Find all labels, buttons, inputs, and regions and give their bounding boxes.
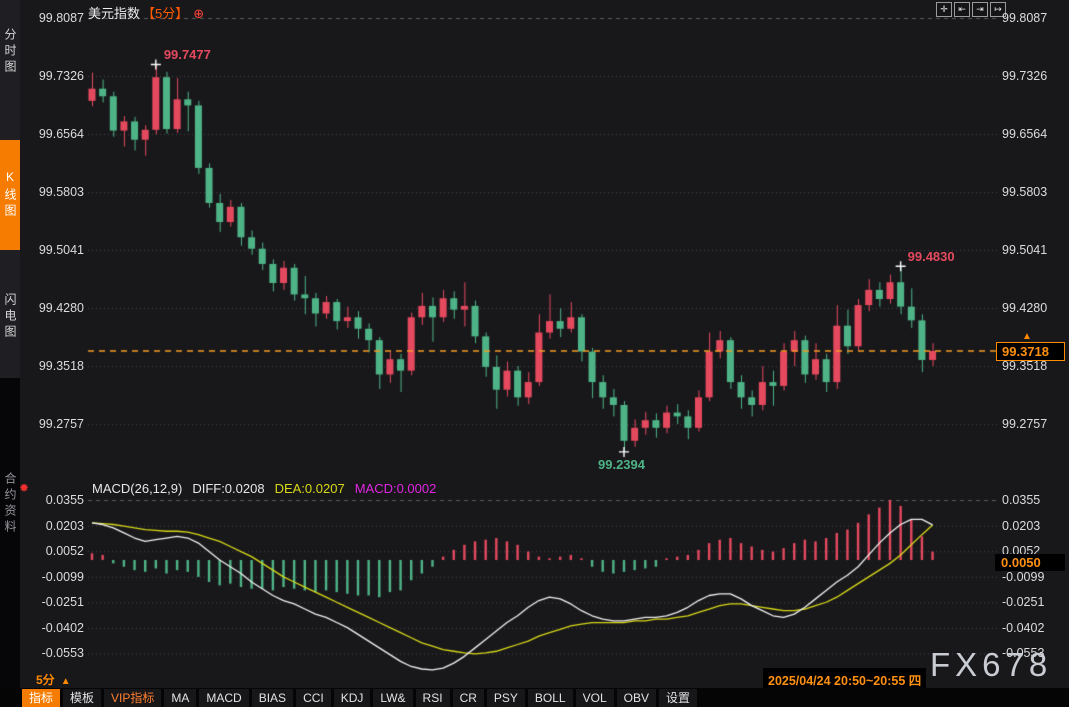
- scroll-right-icon[interactable]: ⇥: [972, 2, 988, 17]
- price-axis-label-right: 99.7326: [1002, 69, 1048, 83]
- macd-axis-label-left: -0.0402: [41, 620, 84, 635]
- period-dropdown-arrow-icon[interactable]: ▲: [60, 676, 71, 687]
- sidebar-background-lower: [0, 378, 20, 707]
- price-axis-label-left: 99.8087: [38, 11, 84, 25]
- macd-dea-value: DEA:0.0207: [274, 481, 345, 496]
- price-axis-label-left: 99.5041: [38, 243, 84, 258]
- sidebar-item-3[interactable]: 闪电图: [3, 293, 17, 341]
- low-price-label: 99.2394: [598, 456, 645, 472]
- last-price-arrow-icon: ▲: [1022, 330, 1032, 342]
- crosshair-icon[interactable]: ✛: [936, 2, 952, 17]
- toolbar-item-设置[interactable]: 设置: [658, 689, 697, 707]
- toolbar-item-RSI[interactable]: RSI: [415, 689, 450, 707]
- sidebar-item-4[interactable]: 合约资料: [3, 472, 17, 536]
- macd-axis-label-left: 0.0052: [45, 544, 84, 559]
- price-axis-label-left: 99.7326: [38, 69, 84, 83]
- price-axis-label-left: 99.2757: [38, 417, 84, 432]
- macd-axis-label-right: 0.0203: [1002, 518, 1041, 533]
- toolbar-item-模板[interactable]: 模板: [63, 689, 102, 707]
- macd-params-label: MACD(26,12,9): [92, 481, 183, 496]
- sidebar-item-1[interactable]: 分时图: [3, 28, 17, 76]
- high-price-label-second: 99.4830: [907, 249, 955, 265]
- price-axis-label-right: 99.6564: [1002, 127, 1048, 142]
- macd-macd-value: MACD:0.0002: [354, 481, 437, 496]
- macd-current-value-box: 0.0050: [995, 553, 1065, 571]
- price-axis-label-right: 99.5041: [1002, 243, 1048, 258]
- macd-axis-label-right: -0.0099: [1002, 569, 1045, 584]
- indicator-toolbar: 指标 模板 VIP指标 MA MACD BIAS CCI KDJ LW& RSI CR PSY BOLL…: [22, 689, 697, 707]
- price-axis-label-right: 99.8087: [1002, 11, 1048, 25]
- toolbar-item-BIAS[interactable]: BIAS: [251, 689, 294, 707]
- toolbar-item-LW&[interactable]: LW&: [373, 689, 413, 707]
- toolbar-item-OBV[interactable]: OBV: [616, 689, 656, 707]
- toolbar-item-MA[interactable]: MA: [164, 689, 197, 707]
- goto-latest-icon[interactable]: ↦: [990, 2, 1006, 17]
- symbol-title: 美元指数: [88, 6, 141, 21]
- scroll-left-icon[interactable]: ⇤: [954, 2, 970, 17]
- macd-axis-label-right: -0.0402: [1002, 620, 1045, 635]
- brand-watermark: FX678: [930, 646, 1053, 683]
- price-axis-label-left: 99.5803: [38, 185, 84, 200]
- chart-title: 美元指数 【5分】 ⊕: [88, 3, 204, 22]
- price-axis-label-right: 99.2757: [1002, 417, 1048, 432]
- macd-axis-label-left: 0.0355: [45, 493, 84, 507]
- macd-header: MACD(26,12,9) DIFF:0.0208 DEA:0.0207 MACD:0…: [92, 481, 436, 496]
- indicator-alert-icon[interactable]: ✹: [19, 481, 30, 495]
- toolbar-item-指标[interactable]: 指标: [22, 689, 61, 707]
- toolbar-item-CR[interactable]: CR: [452, 689, 484, 707]
- macd-axis-label-left: -0.0251: [41, 595, 84, 610]
- high-price-label-first: 99.7477: [163, 47, 211, 63]
- macd-axis-label-left: -0.0099: [41, 569, 84, 584]
- macd-axis-label-left: -0.0553: [41, 646, 84, 661]
- toolbar-item-VIP指标[interactable]: VIP指标: [104, 689, 162, 707]
- price-axis-label-left: 99.4280: [38, 301, 84, 316]
- toolbar-item-VOL[interactable]: VOL: [575, 689, 614, 707]
- period-tag[interactable]: 【5分】: [142, 6, 189, 21]
- toolbar-item-BOLL[interactable]: BOLL: [527, 689, 573, 707]
- price-axis-label-right: 99.5803: [1002, 185, 1048, 200]
- macd-axis-label-right: 0.0355: [1002, 493, 1041, 507]
- period-label[interactable]: 5分: [36, 673, 55, 687]
- macd-diff-value: DIFF:0.0208: [192, 481, 265, 496]
- datetime-tooltip: 2025/04/24 20:50~20:55 四: [763, 668, 927, 691]
- macd-axis-label-right: -0.0251: [1002, 595, 1045, 610]
- macd-axis-label-left: 0.0203: [45, 518, 84, 533]
- price-axis-label-left: 99.3518: [38, 359, 84, 374]
- macd-axis-label-right: -0.0553: [1002, 646, 1045, 661]
- toolbar-item-MACD[interactable]: MACD: [199, 689, 249, 707]
- add-indicator-icon[interactable]: ⊕: [193, 6, 205, 21]
- price-axis-label-left: 99.6564: [38, 127, 84, 142]
- price-axis-label-right: 99.4280: [1002, 301, 1048, 316]
- last-price-box: 99.3718: [996, 341, 1065, 361]
- toolbar-item-CCI[interactable]: CCI: [296, 689, 331, 707]
- toolbar-item-PSY[interactable]: PSY: [486, 689, 525, 707]
- sidebar-item-2[interactable]: K线图: [0, 140, 20, 250]
- period-selector[interactable]: 5分 ▲: [36, 671, 71, 688]
- toolbar-item-KDJ[interactable]: KDJ: [333, 689, 371, 707]
- price-axis-label-right: 99.3518: [1002, 359, 1048, 374]
- chart-tool-icons: ✛ ⇤ ⇥ ↦: [936, 2, 1006, 17]
